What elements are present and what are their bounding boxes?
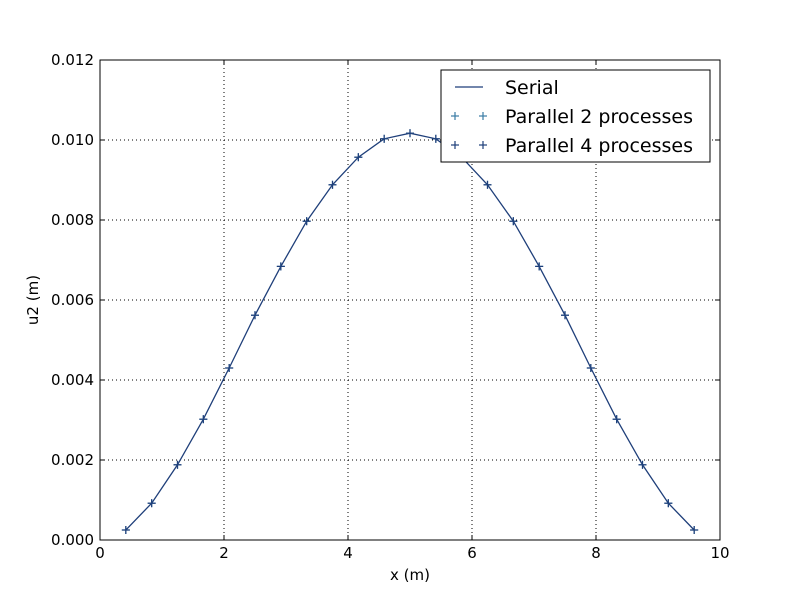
legend-label-parallel-4-processes: Parallel 4 processes xyxy=(505,135,693,157)
y-tick-label: 0.004 xyxy=(51,371,94,389)
data-point-parallel-4-processes xyxy=(664,499,673,508)
series-markers-parallel-4-processes xyxy=(121,129,699,534)
legend-items: Serial Parallel 2 processes Parallel 4 pro… xyxy=(451,77,693,157)
series-line-serial xyxy=(125,132,695,531)
legend-marker-swatch xyxy=(479,112,487,120)
data-point-parallel-4-processes xyxy=(690,526,699,534)
x-tick-label: 4 xyxy=(343,544,353,562)
data-point-parallel-4-processes xyxy=(431,134,440,143)
data-point-parallel-4-processes xyxy=(173,460,182,469)
x-tick-label: 0 xyxy=(95,544,105,562)
y-tick-label: 0.006 xyxy=(51,291,94,309)
data-point-parallel-4-processes xyxy=(509,217,518,226)
data-point-parallel-4-processes xyxy=(276,262,285,271)
legend-item-serial: Serial xyxy=(455,77,559,99)
y-tick-label: 0.012 xyxy=(51,51,94,69)
x-tick-label: 10 xyxy=(710,544,729,562)
series-layer xyxy=(121,129,699,534)
series-markers-parallel-2-processes xyxy=(121,129,699,534)
x-axis-label: x (m) xyxy=(390,566,430,584)
y-tick-label: 0.002 xyxy=(51,451,94,469)
legend-label-parallel-2-processes: Parallel 2 processes xyxy=(505,106,693,128)
legend-marker-swatch xyxy=(451,141,459,149)
y-tick-label: 0.000 xyxy=(51,531,94,549)
legend-item-parallel-2-processes: Parallel 2 processes xyxy=(451,106,693,128)
y-tick-label: 0.010 xyxy=(51,131,94,149)
data-point-parallel-4-processes xyxy=(121,526,130,534)
data-point-parallel-4-processes xyxy=(328,180,337,189)
x-tick-label: 8 xyxy=(591,544,601,562)
legend: Serial Parallel 2 processes Parallel 4 pro… xyxy=(440,69,711,163)
data-point-parallel-4-processes xyxy=(225,364,234,372)
data-point-parallel-4-processes xyxy=(586,364,595,372)
legend-marker-swatch xyxy=(451,112,459,120)
legend-marker-swatch xyxy=(479,141,487,149)
data-point-parallel-4-processes xyxy=(612,415,621,424)
legend-item-parallel-4-processes: Parallel 4 processes xyxy=(451,135,693,157)
x-tick-label: 6 xyxy=(467,544,477,562)
data-point-parallel-4-processes xyxy=(354,153,363,162)
legend-label-serial: Serial xyxy=(505,77,559,99)
data-point-parallel-4-processes xyxy=(561,311,569,320)
y-axis-label: u2 (m) xyxy=(24,275,42,325)
data-point-parallel-4-processes xyxy=(535,262,544,271)
data-point-parallel-4-processes xyxy=(380,134,389,143)
data-point-parallel-4-processes xyxy=(199,415,208,424)
y-tick-label: 0.008 xyxy=(51,211,94,229)
x-tick-label: 2 xyxy=(219,544,229,562)
axis-ticks: 0 2 4 6 8 10 0.000 0.002 0.004 0.006 0.008 0.010 0.0… xyxy=(51,51,730,562)
data-point-parallel-4-processes xyxy=(483,180,492,189)
data-point-parallel-4-processes xyxy=(302,217,311,226)
data-point-parallel-4-processes xyxy=(251,311,259,320)
data-point-parallel-4-processes xyxy=(147,499,156,508)
data-point-parallel-4-processes xyxy=(638,460,647,469)
data-point-parallel-4-processes xyxy=(406,129,414,138)
